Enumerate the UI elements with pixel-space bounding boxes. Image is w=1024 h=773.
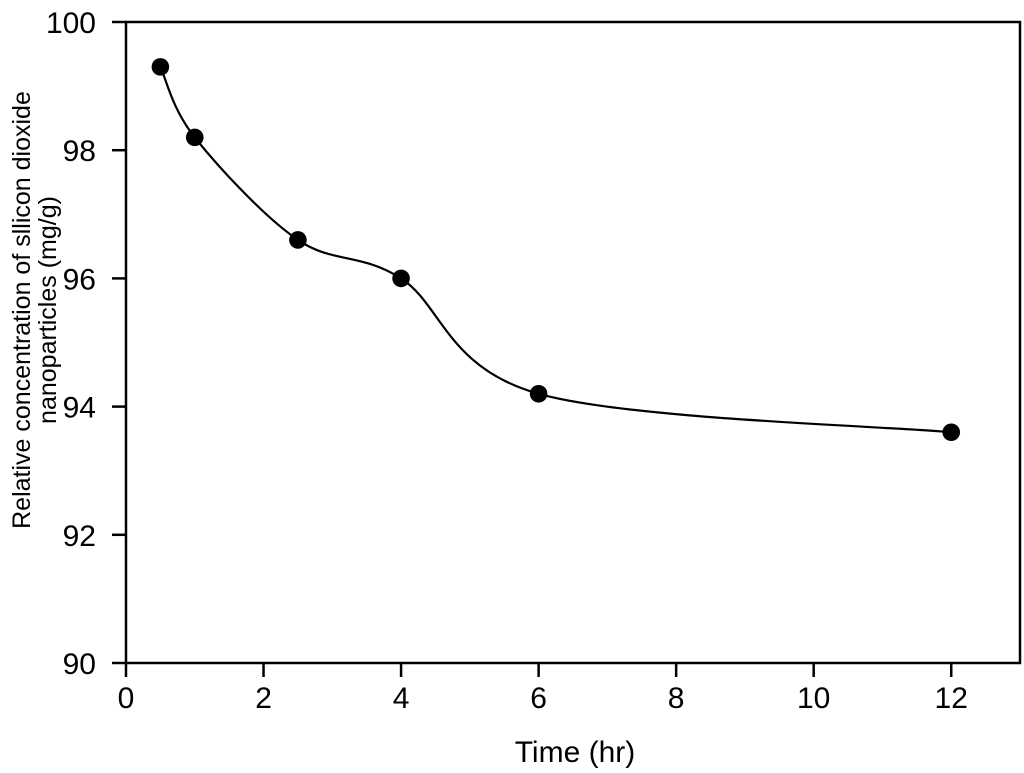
- y-axis-title-line1: Relative concentration of sllicon dioxid…: [8, 91, 36, 529]
- data-point: [289, 231, 307, 249]
- data-point: [185, 128, 204, 147]
- plot-border: [124, 20, 1022, 665]
- data-curve: [159, 66, 952, 434]
- plot-layer: 0 2 4 6 8 10 12 90 92 94 96 98 100: [46, 7, 1022, 715]
- x-tick-label: 2: [255, 682, 272, 715]
- data-point: [942, 423, 961, 442]
- x-tick-label: 10: [797, 682, 830, 715]
- data-point: [529, 384, 548, 403]
- y-tick-label: 94: [63, 392, 96, 425]
- data-point: [151, 58, 170, 76]
- y-tick-label: 90: [63, 648, 96, 681]
- x-tick-label: 4: [393, 682, 410, 715]
- x-tick-label: 6: [530, 682, 547, 715]
- y-tick-label: 96: [63, 263, 96, 296]
- y-tick-label: 92: [63, 520, 96, 553]
- y-tick-label: 98: [63, 135, 96, 168]
- x-tick-label: 0: [118, 682, 135, 715]
- y-tick-label: 100: [46, 7, 96, 40]
- x-tick-label: 8: [668, 682, 685, 715]
- x-axis-title: Time (hr): [515, 736, 636, 769]
- x-tick-label: 12: [935, 682, 968, 715]
- data-point: [392, 269, 410, 288]
- y-axis-title-line2: nanoparticles (mg/g): [34, 196, 62, 424]
